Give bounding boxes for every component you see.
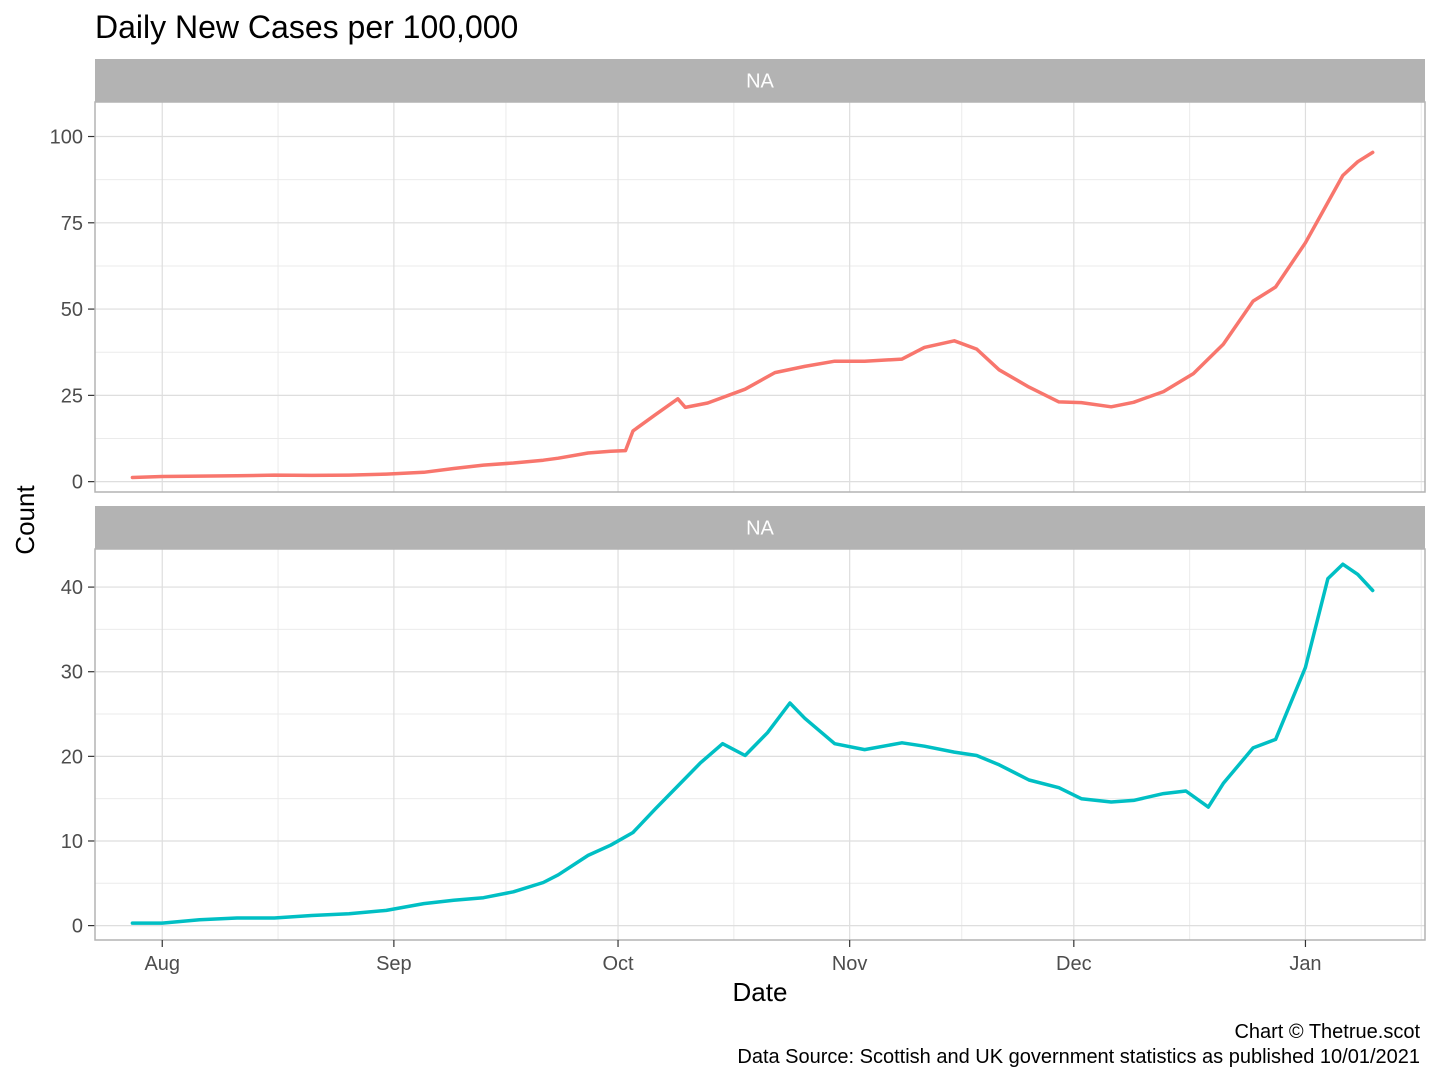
y-tick-label: 0 [72, 916, 83, 938]
y-axis-title: Count [10, 485, 40, 555]
x-tick-label: Nov [832, 953, 868, 975]
caption-source: Data Source: Scottish and UK government … [737, 1046, 1420, 1068]
series-line [130, 562, 1375, 925]
series-line [130, 150, 1375, 480]
y-tick-label: 100 [50, 127, 83, 149]
y-tick-label: 10 [61, 831, 83, 853]
chart-title: Daily New Cases per 100,000 [95, 9, 518, 45]
panel-border [94, 101, 1426, 493]
panels: NA 0 25 50 75 100 NA 0 10 20 30 40 [50, 59, 1426, 941]
panel-2: NA 0 10 20 30 40 [61, 506, 1426, 941]
facet-strip-label: NA [746, 518, 774, 540]
x-axis-title: Date [733, 977, 788, 1007]
y-tick-label: 40 [61, 577, 83, 599]
x-axis: Aug Sep Oct Nov Dec Jan [144, 940, 1322, 975]
x-tick-label: Sep [376, 953, 412, 975]
x-tick-label: Oct [602, 953, 634, 975]
facet-strip [95, 506, 1425, 549]
x-tick-label: Dec [1056, 953, 1092, 975]
x-tick-label: Jan [1289, 953, 1321, 975]
panel-1: NA 0 25 50 75 100 [50, 59, 1426, 494]
caption-credit: Chart © Thetrue.scot [1234, 1021, 1420, 1043]
facet-strip-label: NA [746, 71, 774, 93]
panel-border [94, 548, 1426, 941]
y-tick-label: 30 [61, 662, 83, 684]
x-tick-label: Aug [144, 953, 180, 975]
y-tick-label: 50 [61, 299, 83, 321]
y-tick-label: 20 [61, 746, 83, 768]
y-tick-label: 0 [72, 472, 83, 494]
facet-strip [95, 59, 1425, 102]
y-tick-label: 25 [61, 385, 83, 407]
y-tick-label: 75 [61, 213, 83, 235]
